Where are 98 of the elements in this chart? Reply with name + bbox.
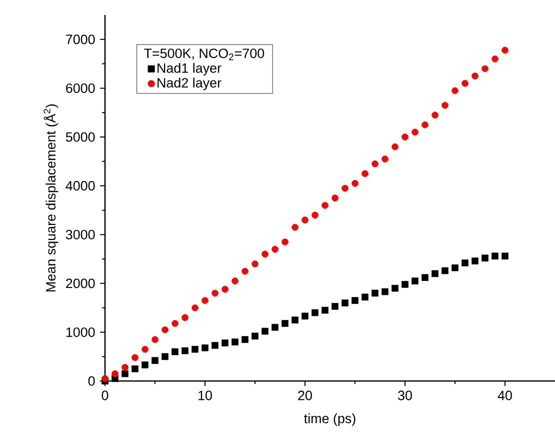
point [452,87,458,94]
x-tick-label: 10 [198,390,212,400]
x-tick-label: 40 [498,390,512,400]
y-tick-label: 5000 [66,132,95,142]
point [232,278,238,284]
point [122,364,128,371]
point [222,286,228,293]
point [272,324,278,331]
point [352,180,358,187]
point [222,340,228,346]
point [122,370,128,378]
point [182,347,188,354]
point [432,270,438,278]
y-tick-label: 6000 [66,83,95,93]
point [282,238,288,246]
point [392,143,398,150]
point [422,274,428,281]
point [152,336,158,343]
point [312,309,318,316]
point [212,290,218,297]
y-tick-label: 3000 [66,230,95,240]
point [342,184,348,192]
point [292,316,298,324]
point [482,65,488,72]
y-tick-label: 2000 [66,278,95,288]
point [452,264,458,272]
point [312,212,318,218]
point [412,278,418,284]
point [382,288,388,296]
point [242,336,248,343]
legend-title: T=500K, NCO$_{2}$=700 [144,48,264,60]
y-axis-title: Mean square displacement (Å$^{2}$) [44,104,58,292]
point [472,258,478,264]
point [132,365,138,372]
point [262,250,268,258]
point [162,326,168,334]
point [302,216,308,224]
point [252,260,258,268]
point [112,370,118,378]
point [172,320,178,327]
point [502,46,508,54]
point [282,320,288,327]
point [352,297,358,304]
point [442,102,448,109]
point [432,112,438,118]
x-tick-label: 0 [102,390,108,400]
point [322,306,328,314]
point [362,294,368,300]
point [402,134,408,140]
x-tick-label: 20 [298,390,312,400]
point [372,290,378,297]
point [232,338,238,346]
point [422,121,428,128]
point [342,300,348,306]
point [332,302,338,310]
y-tick-label: 7000 [66,34,95,44]
y-tick-label: 0 [88,376,95,386]
point [402,280,408,288]
point [142,361,148,368]
x-axis-title: time (ps) [304,413,356,426]
point [252,332,258,340]
point [272,246,278,253]
point [412,128,418,136]
x-tick-label: 30 [398,390,412,400]
point [502,252,508,260]
point [492,56,498,62]
point [192,304,198,312]
point [372,160,378,168]
point [102,375,108,382]
point [462,80,468,87]
point [462,260,468,266]
point [202,344,208,352]
legend-label: Nad2 layer [158,78,222,90]
point [182,314,188,321]
point [142,346,148,353]
y-tick-label: 4000 [66,181,95,191]
point [262,328,268,335]
point [152,357,158,364]
point [292,224,298,231]
point [162,353,168,360]
point [392,284,398,292]
point [322,202,328,209]
point [332,194,338,202]
point [192,346,198,353]
point [132,354,138,361]
point [482,254,488,262]
point [472,72,478,80]
point [492,252,498,260]
point [382,156,388,162]
y-tick-label: 1000 [66,327,95,337]
point [362,170,368,177]
point [202,297,208,304]
point [302,312,308,320]
legend-label: Nad1 layer [158,62,222,76]
point [442,267,448,274]
point [172,348,178,356]
point [242,268,248,275]
point [212,342,218,349]
